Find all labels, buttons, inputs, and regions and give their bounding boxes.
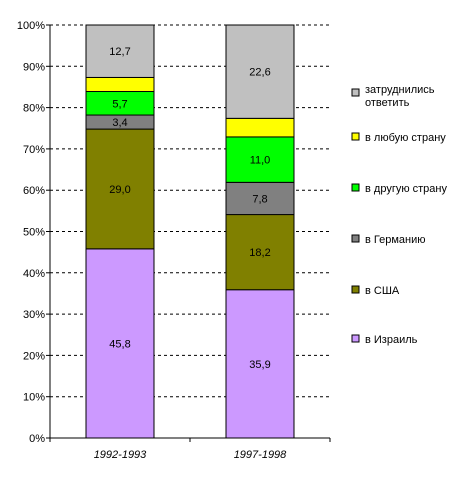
data-label: 29,0 bbox=[109, 184, 130, 196]
x-axis-categories: 1992-1993 1997-1998 bbox=[94, 449, 287, 461]
bar-segment bbox=[85, 76, 155, 92]
y-tick-label: 20% bbox=[23, 350, 45, 362]
y-tick-label: 30% bbox=[23, 309, 45, 321]
legend-label: затруднились bbox=[365, 84, 435, 96]
legend-label: в другую страну bbox=[365, 183, 447, 195]
bar-segment bbox=[85, 128, 155, 250]
data-label: 5,7 bbox=[112, 98, 127, 110]
y-tick-label: 70% bbox=[23, 144, 45, 156]
y-axis-ticks: 0% 10% 20% 30% 40% 50% 60% 70% 80% 90% 100% bbox=[17, 20, 50, 445]
data-label: 35,9 bbox=[249, 359, 270, 371]
y-tick-label: 50% bbox=[23, 227, 45, 239]
bars: 45,8 29,0 3,4 5,7 12,7 35,9 18,2 7,8 11,0 22,6 bbox=[85, 24, 295, 439]
legend-label: в Германию bbox=[365, 234, 426, 246]
data-label: 3,4 bbox=[112, 117, 127, 129]
legend-swatch bbox=[351, 183, 360, 192]
data-label: 11,0 bbox=[250, 155, 271, 167]
gridlines bbox=[50, 24, 330, 398]
y-tick-label: 100% bbox=[17, 20, 45, 32]
bar-segment bbox=[225, 24, 295, 119]
bar-segment bbox=[85, 24, 155, 78]
x-category-label: 1992-1993 bbox=[94, 449, 147, 461]
y-tick-label: 10% bbox=[23, 392, 45, 404]
y-tick-label: 60% bbox=[23, 185, 45, 197]
legend-swatch bbox=[351, 88, 360, 97]
data-label: 12,7 bbox=[109, 46, 130, 58]
bar-segment bbox=[85, 248, 155, 439]
legend-swatch bbox=[351, 234, 360, 243]
legend-label: в США bbox=[365, 285, 400, 297]
bar-segment bbox=[225, 214, 295, 291]
legend-label: в Израиль bbox=[365, 334, 418, 346]
legend-swatch bbox=[351, 285, 360, 294]
y-tick-label: 40% bbox=[23, 268, 45, 280]
y-tick-label: 0% bbox=[29, 433, 45, 445]
legend-swatch bbox=[351, 334, 360, 343]
legend-label: ответить bbox=[365, 97, 410, 109]
x-category-label: 1997-1998 bbox=[234, 449, 287, 461]
data-label: 22,6 bbox=[249, 67, 270, 79]
legend-label: в любую страну bbox=[365, 132, 446, 144]
data-label: 7,8 bbox=[252, 193, 267, 205]
legend-swatch bbox=[351, 132, 360, 141]
bar-segment bbox=[225, 117, 295, 138]
data-label: 18,2 bbox=[249, 247, 270, 259]
data-label: 45,8 bbox=[109, 338, 130, 350]
bar-segment bbox=[225, 289, 295, 439]
y-tick-label: 80% bbox=[23, 103, 45, 115]
y-tick-label: 90% bbox=[23, 61, 45, 73]
